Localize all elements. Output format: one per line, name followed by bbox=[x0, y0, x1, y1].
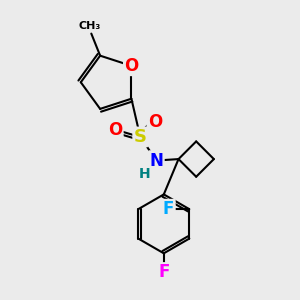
Text: CH₃: CH₃ bbox=[79, 21, 101, 31]
Text: O: O bbox=[108, 121, 122, 139]
Text: S: S bbox=[134, 128, 147, 146]
Text: F: F bbox=[163, 200, 174, 218]
Text: N: N bbox=[149, 152, 164, 169]
Text: F: F bbox=[158, 263, 169, 281]
Text: O: O bbox=[148, 113, 162, 131]
Text: H: H bbox=[139, 167, 151, 181]
Text: O: O bbox=[124, 57, 139, 75]
